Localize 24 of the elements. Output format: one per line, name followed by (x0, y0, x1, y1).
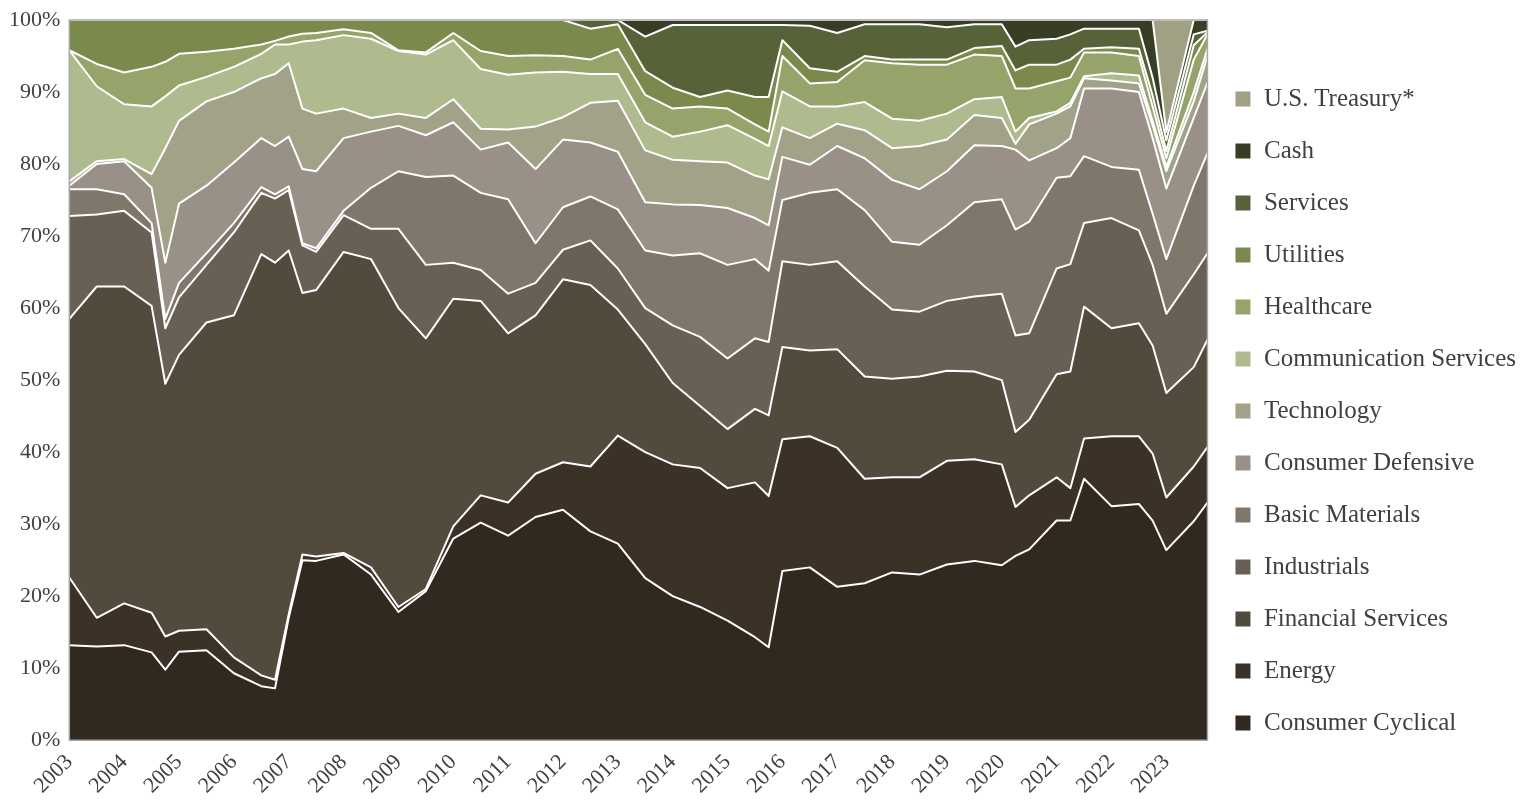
y-tick-label: 30% (20, 509, 61, 535)
legend-label: U.S. Treasury* (1263, 83, 1415, 111)
legend-label: Industrials (1263, 551, 1370, 579)
legend-label: Services (1263, 187, 1349, 215)
y-tick-label: 100% (9, 5, 61, 31)
legend-label: Communication Services (1263, 343, 1517, 371)
y-tick-label: 0% (31, 726, 61, 751)
y-tick-label: 90% (20, 77, 61, 103)
legend-label: Cash (1263, 135, 1315, 163)
legend-label: Consumer Defensive (1263, 447, 1475, 475)
y-tick-label: 80% (20, 149, 61, 175)
y-tick-label: 20% (20, 581, 61, 607)
y-tick-label: 40% (20, 437, 61, 463)
y-tick-label: 70% (20, 221, 61, 247)
legend-label: Healthcare (1263, 291, 1373, 319)
legend-label: Financial Services (1263, 603, 1448, 631)
legend-label: Basic Materials (1263, 499, 1421, 527)
y-tick-label: 50% (20, 365, 61, 391)
legend-label: Energy (1263, 655, 1337, 683)
y-tick-label: 10% (20, 653, 61, 679)
legend-label: Consumer Cyclical (1263, 707, 1457, 735)
y-tick-label: 60% (20, 293, 61, 319)
legend-label: Utilities (1263, 239, 1345, 267)
legend-label: Technology (1263, 395, 1383, 423)
